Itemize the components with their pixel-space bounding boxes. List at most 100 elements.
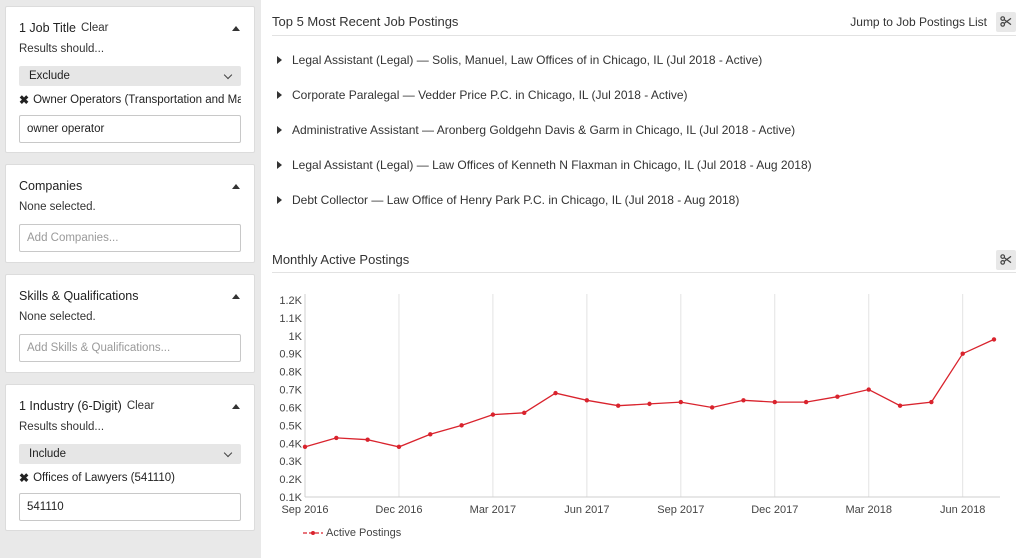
skills-filter-title: Skills & Qualifications [19, 289, 139, 303]
remove-x-icon[interactable]: ✖ [19, 471, 30, 485]
companies-filter: Companies None selected. [5, 164, 255, 263]
data-point[interactable] [866, 387, 871, 392]
companies-status: None selected. [19, 201, 96, 213]
series-line-active-postings [304, 338, 995, 448]
y-tick-label: 0.6K [279, 402, 302, 414]
data-point[interactable] [428, 432, 433, 437]
data-point[interactable] [835, 394, 840, 399]
industry-header: 1 Industry (6-Digit) Clear [19, 395, 241, 417]
posting-label: Legal Assistant (Legal) — Solis, Manuel,… [292, 52, 763, 67]
posting-item[interactable]: Administrative Assistant — Aronberg Gold… [277, 112, 812, 147]
data-point[interactable] [929, 399, 934, 405]
monthly-active-postings-chart: Sep 2016 Dec 2016 Mar 2017 Jun 2017 Sep 2017… [279, 294, 1000, 516]
caret-right-icon [277, 195, 282, 204]
data-point[interactable] [334, 435, 339, 441]
data-point[interactable] [584, 398, 590, 403]
data-point[interactable] [615, 403, 621, 408]
industry-filter-title: 1 Industry (6-Digit) [19, 399, 122, 413]
jump-to-postings-link[interactable]: Jump to Job Postings List [850, 14, 987, 29]
companies-input[interactable] [19, 224, 241, 252]
caret-right-icon [277, 55, 282, 64]
chart-grid [304, 294, 964, 497]
job-title-clear-link[interactable]: Clear [80, 22, 109, 34]
data-point[interactable] [302, 444, 308, 450]
data-point[interactable] [490, 412, 496, 417]
y-tick-label: 1K [289, 331, 303, 343]
industry-results-label: Results should... [19, 421, 105, 433]
posting-item[interactable]: Corporate Paralegal — Vedder Price P.C. … [277, 77, 812, 112]
scissors-icon[interactable] [996, 11, 1016, 32]
data-point[interactable] [365, 437, 370, 442]
chart-header-actions [996, 249, 1016, 270]
job-title-selected-item: ✖ Owner Operators (Transportation and Ma… [19, 91, 241, 109]
legend-line-icon [303, 531, 323, 535]
chart-axes: Sep 2016 Dec 2016 Mar 2017 Jun 2017 Sep 2017… [279, 294, 1000, 516]
data-point[interactable] [991, 337, 997, 342]
industry-mode-value: Include [29, 448, 67, 460]
x-tick-label: Sep 2016 [281, 504, 328, 516]
caret-up-icon[interactable] [232, 184, 240, 189]
y-tick-label: 1.2K [279, 295, 302, 307]
industry-input[interactable] [19, 493, 241, 521]
y-tick-label: 0.2K [279, 474, 302, 486]
industry-filter: 1 Industry (6-Digit) Clear Results shoul… [5, 384, 255, 531]
filter-sidebar: 1 Job Title Clear Results should... Excl… [5, 6, 255, 542]
data-point[interactable] [960, 351, 965, 356]
industry-selected-item: ✖ Offices of Lawyers (541110) [19, 469, 241, 487]
job-title-header: 1 Job Title Clear [19, 17, 241, 39]
data-point[interactable] [647, 401, 652, 407]
postings-header: Top 5 Most Recent Job Postings Jump to J… [272, 8, 1016, 36]
chart-header: Monthly Active Postings [272, 247, 1016, 273]
y-tick-label: 0.7K [279, 385, 302, 397]
postings-title: Top 5 Most Recent Job Postings [272, 14, 459, 29]
posting-label: Legal Assistant (Legal) — Law Offices of… [292, 157, 812, 172]
main-panel: Top 5 Most Recent Job Postings Jump to J… [261, 0, 1024, 558]
caret-right-icon [277, 90, 282, 99]
y-tick-label: 0.3K [279, 456, 302, 468]
data-point[interactable] [709, 405, 715, 410]
job-title-input[interactable] [19, 115, 241, 143]
remove-x-icon[interactable]: ✖ [19, 93, 30, 107]
caret-up-icon[interactable] [232, 404, 240, 409]
skills-filter: Skills & Qualifications None selected. [5, 274, 255, 373]
x-tick-label: Jun 2018 [940, 504, 985, 516]
data-point[interactable] [522, 410, 527, 416]
data-point[interactable] [741, 398, 746, 403]
y-tick-label: 0.4K [279, 438, 302, 450]
industry-mode-select[interactable]: Include [19, 444, 241, 464]
skills-header: Skills & Qualifications [19, 285, 241, 307]
companies-header: Companies [19, 175, 241, 197]
industry-clear-link[interactable]: Clear [126, 400, 155, 412]
posting-item[interactable]: Legal Assistant (Legal) — Law Offices of… [277, 147, 812, 182]
posting-item[interactable]: Debt Collector — Law Office of Henry Par… [277, 182, 812, 217]
chevron-down-icon [223, 448, 233, 457]
caret-up-icon[interactable] [232, 294, 240, 299]
job-title-mode-select[interactable]: Exclude [19, 66, 241, 86]
x-tick-label: Dec 2017 [751, 504, 798, 516]
chart-legend[interactable]: Active Postings [303, 527, 401, 539]
data-point[interactable] [396, 444, 402, 450]
chart-series [302, 337, 997, 450]
chevron-down-icon [223, 70, 233, 79]
data-point[interactable] [553, 390, 558, 396]
y-tick-label: 1.1K [279, 313, 302, 325]
data-point[interactable] [678, 399, 684, 405]
skills-input[interactable] [19, 334, 241, 362]
caret-up-icon[interactable] [232, 26, 240, 31]
job-title-mode-value: Exclude [29, 70, 70, 82]
skills-status: None selected. [19, 311, 96, 323]
data-point[interactable] [772, 399, 777, 405]
caret-right-icon [277, 125, 282, 134]
postings-header-actions: Jump to Job Postings List [850, 11, 1016, 32]
legend-series-label: Active Postings [326, 527, 402, 539]
posting-item[interactable]: Legal Assistant (Legal) — Solis, Manuel,… [277, 42, 812, 77]
data-point[interactable] [803, 399, 809, 405]
caret-right-icon [277, 160, 282, 169]
scissors-icon[interactable] [996, 249, 1016, 270]
x-tick-label: Jun 2017 [564, 504, 609, 516]
posting-label: Corporate Paralegal — Vedder Price P.C. … [292, 87, 688, 102]
chart-title: Monthly Active Postings [272, 252, 410, 267]
data-point[interactable] [459, 423, 464, 428]
x-tick-label: Mar 2018 [845, 504, 891, 516]
data-point[interactable] [897, 403, 903, 408]
